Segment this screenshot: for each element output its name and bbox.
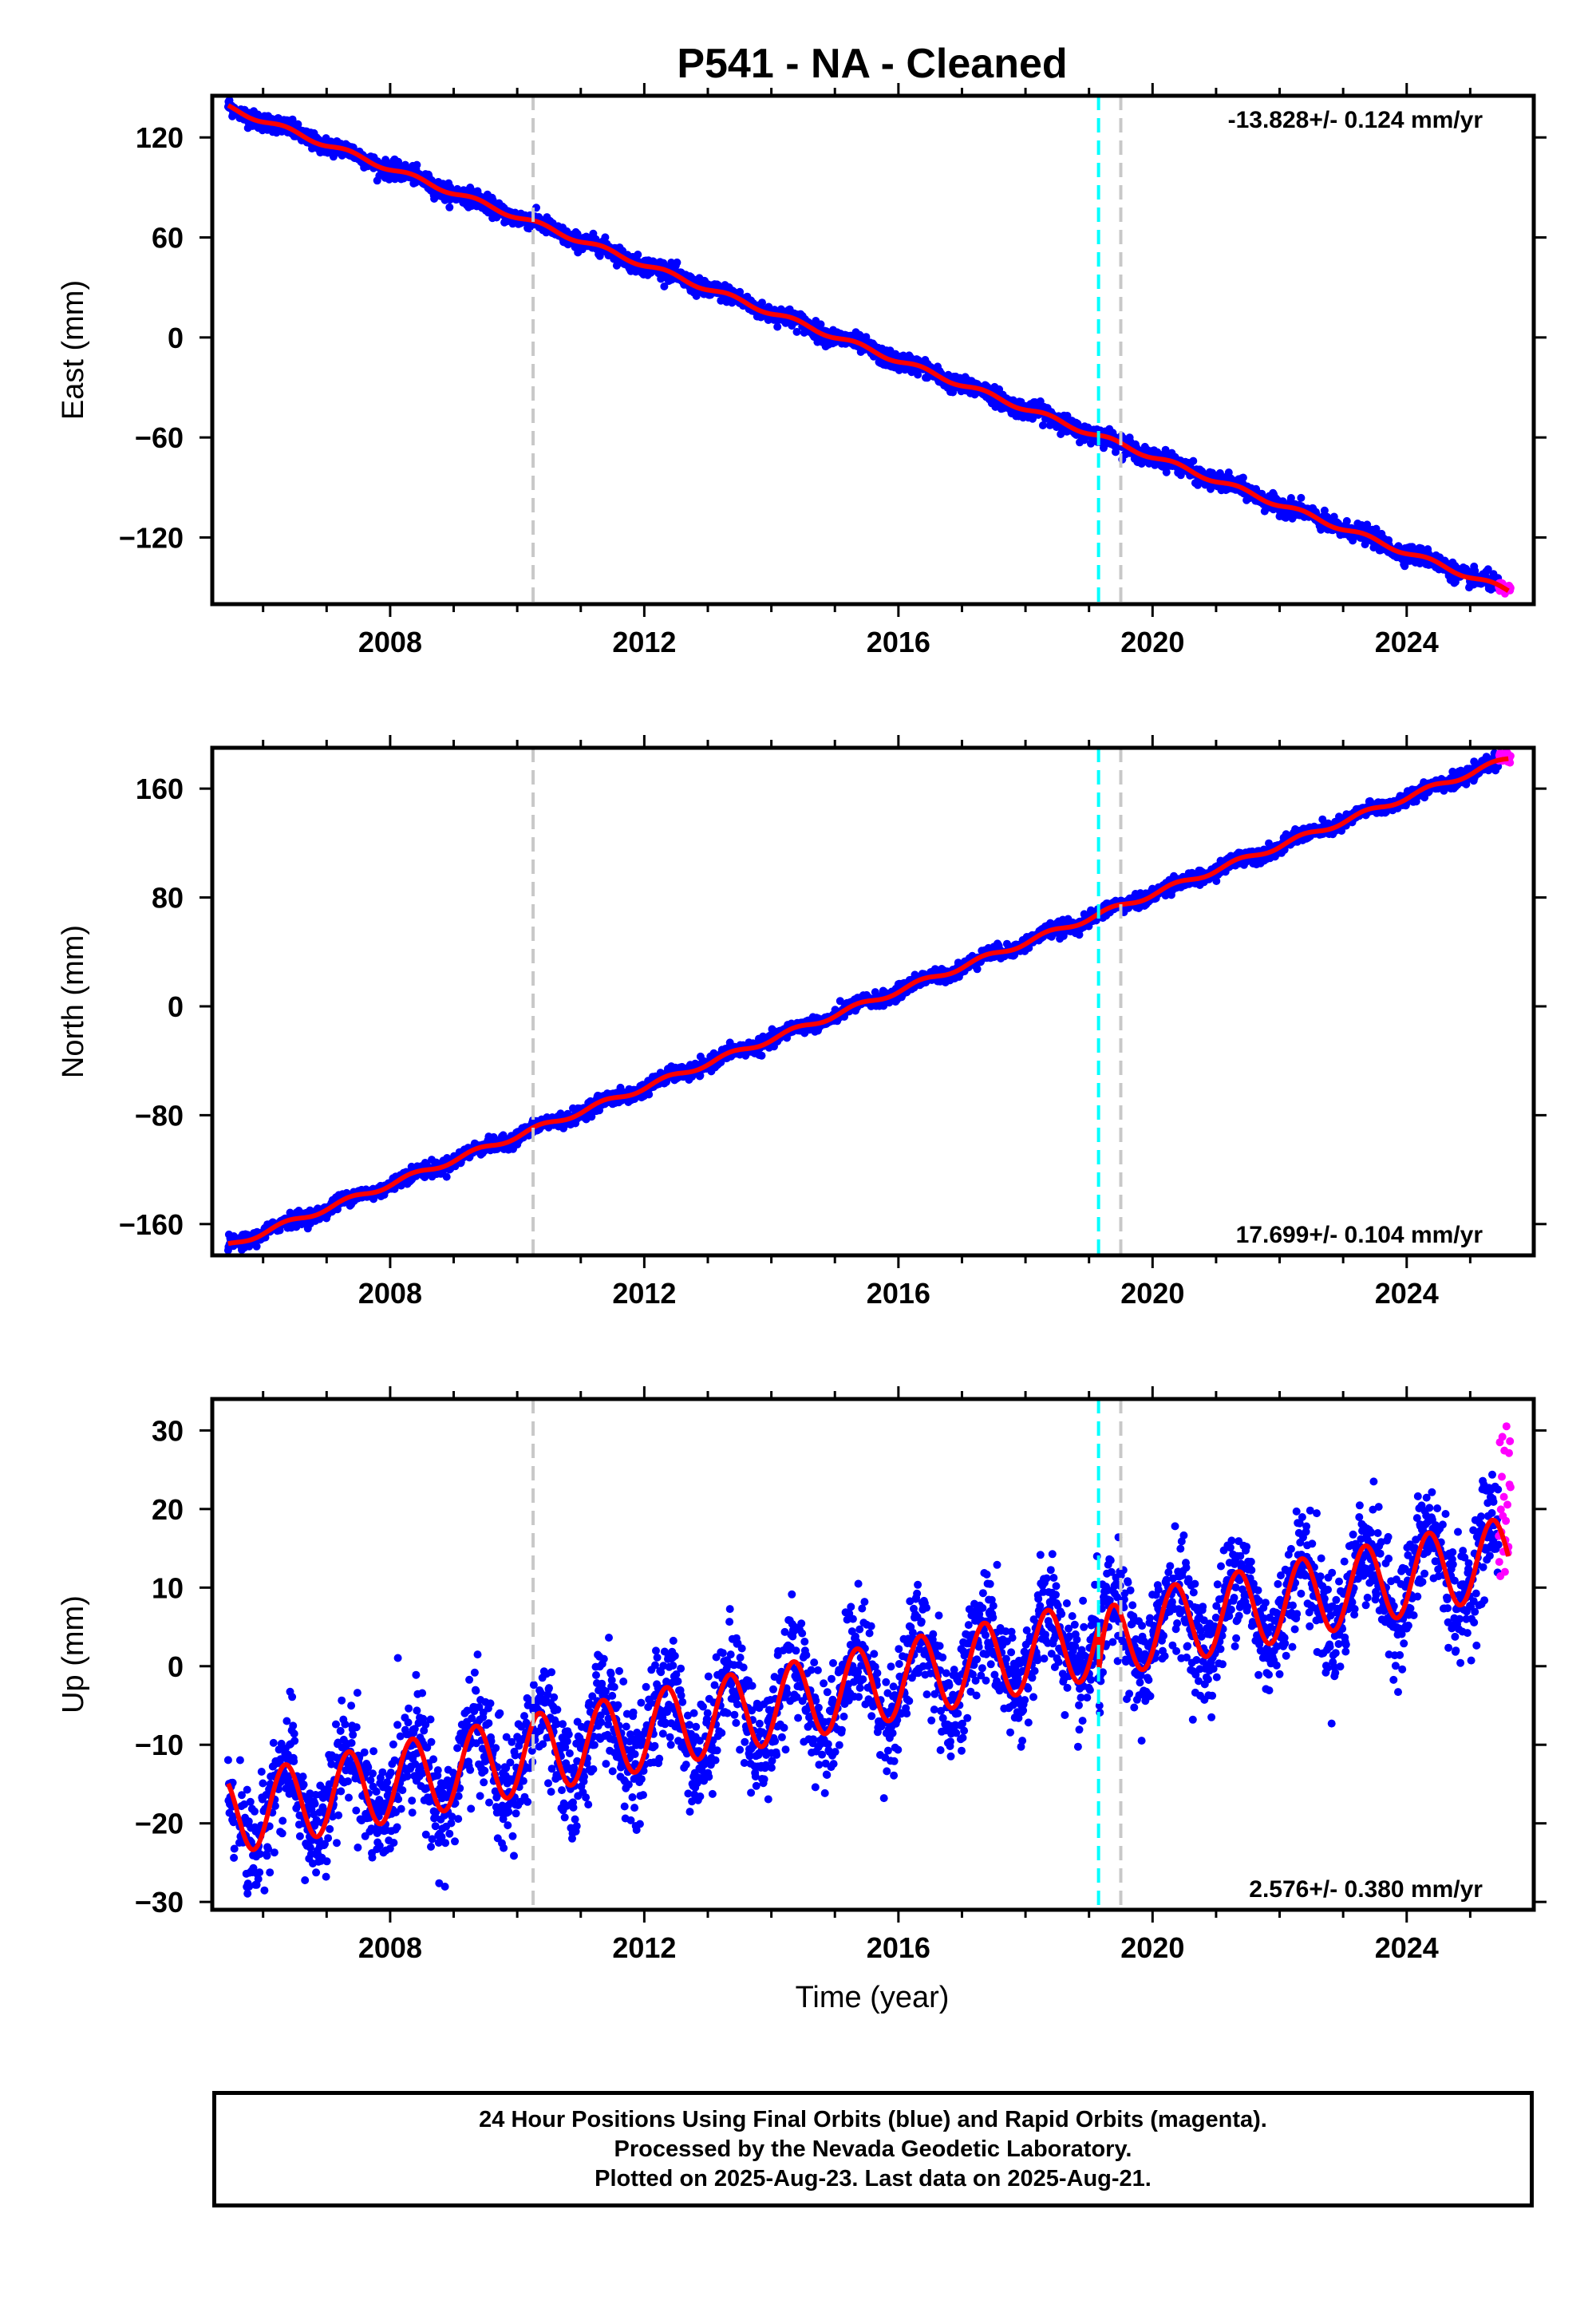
x-tick-label: 2024 xyxy=(1375,626,1439,658)
x-tick-label: 2016 xyxy=(867,626,930,658)
data-point xyxy=(445,203,454,211)
model-fit-line xyxy=(227,103,1510,593)
data-point xyxy=(413,160,421,169)
data-point xyxy=(736,287,745,296)
y-tick-label: −60 xyxy=(135,421,184,454)
data-point xyxy=(973,965,982,974)
data-point xyxy=(442,1172,451,1181)
data-point xyxy=(288,115,297,124)
data-point xyxy=(1189,456,1198,465)
x-tick-label: 2020 xyxy=(1120,626,1184,658)
data-point xyxy=(634,251,642,259)
data-point xyxy=(1162,468,1171,476)
y-tick-label: −120 xyxy=(119,521,184,554)
figure-title: P541 - NA - Cleaned xyxy=(677,41,1067,87)
y-tick-label: 0 xyxy=(168,322,184,354)
data-point xyxy=(914,370,922,379)
x-tick-label: 2008 xyxy=(358,626,422,658)
plot-area xyxy=(223,748,1515,1255)
panels: 2008 2012 2016 2020 2024 −120 −60 0 60 120 East (m… xyxy=(57,83,1547,1964)
y-tick-label: 60 xyxy=(152,222,184,255)
data-point xyxy=(773,322,782,331)
velocity-label: -13.828+/- 0.124 mm/yr xyxy=(1228,107,1483,133)
panel-east: 2008 2012 2016 2020 2024 −120 −60 0 60 120 East (m… xyxy=(57,83,1547,658)
data-point xyxy=(1038,421,1047,429)
data-point xyxy=(294,120,302,128)
data-point xyxy=(660,282,669,290)
y-tick-label: 120 xyxy=(136,121,184,154)
data-point xyxy=(758,298,766,307)
data-point xyxy=(1224,468,1233,476)
x-tick-label: 2012 xyxy=(612,626,676,658)
data-point xyxy=(816,320,825,329)
data-point xyxy=(1238,473,1247,482)
data-point xyxy=(757,1051,766,1060)
data-point xyxy=(595,251,604,260)
data-point xyxy=(1161,445,1170,454)
y-axis-label: East (mm) xyxy=(57,280,90,420)
data-point xyxy=(1297,493,1306,502)
data-point xyxy=(792,327,801,336)
data-point xyxy=(673,258,681,267)
data-point xyxy=(601,233,610,242)
plot-area xyxy=(223,96,1515,604)
